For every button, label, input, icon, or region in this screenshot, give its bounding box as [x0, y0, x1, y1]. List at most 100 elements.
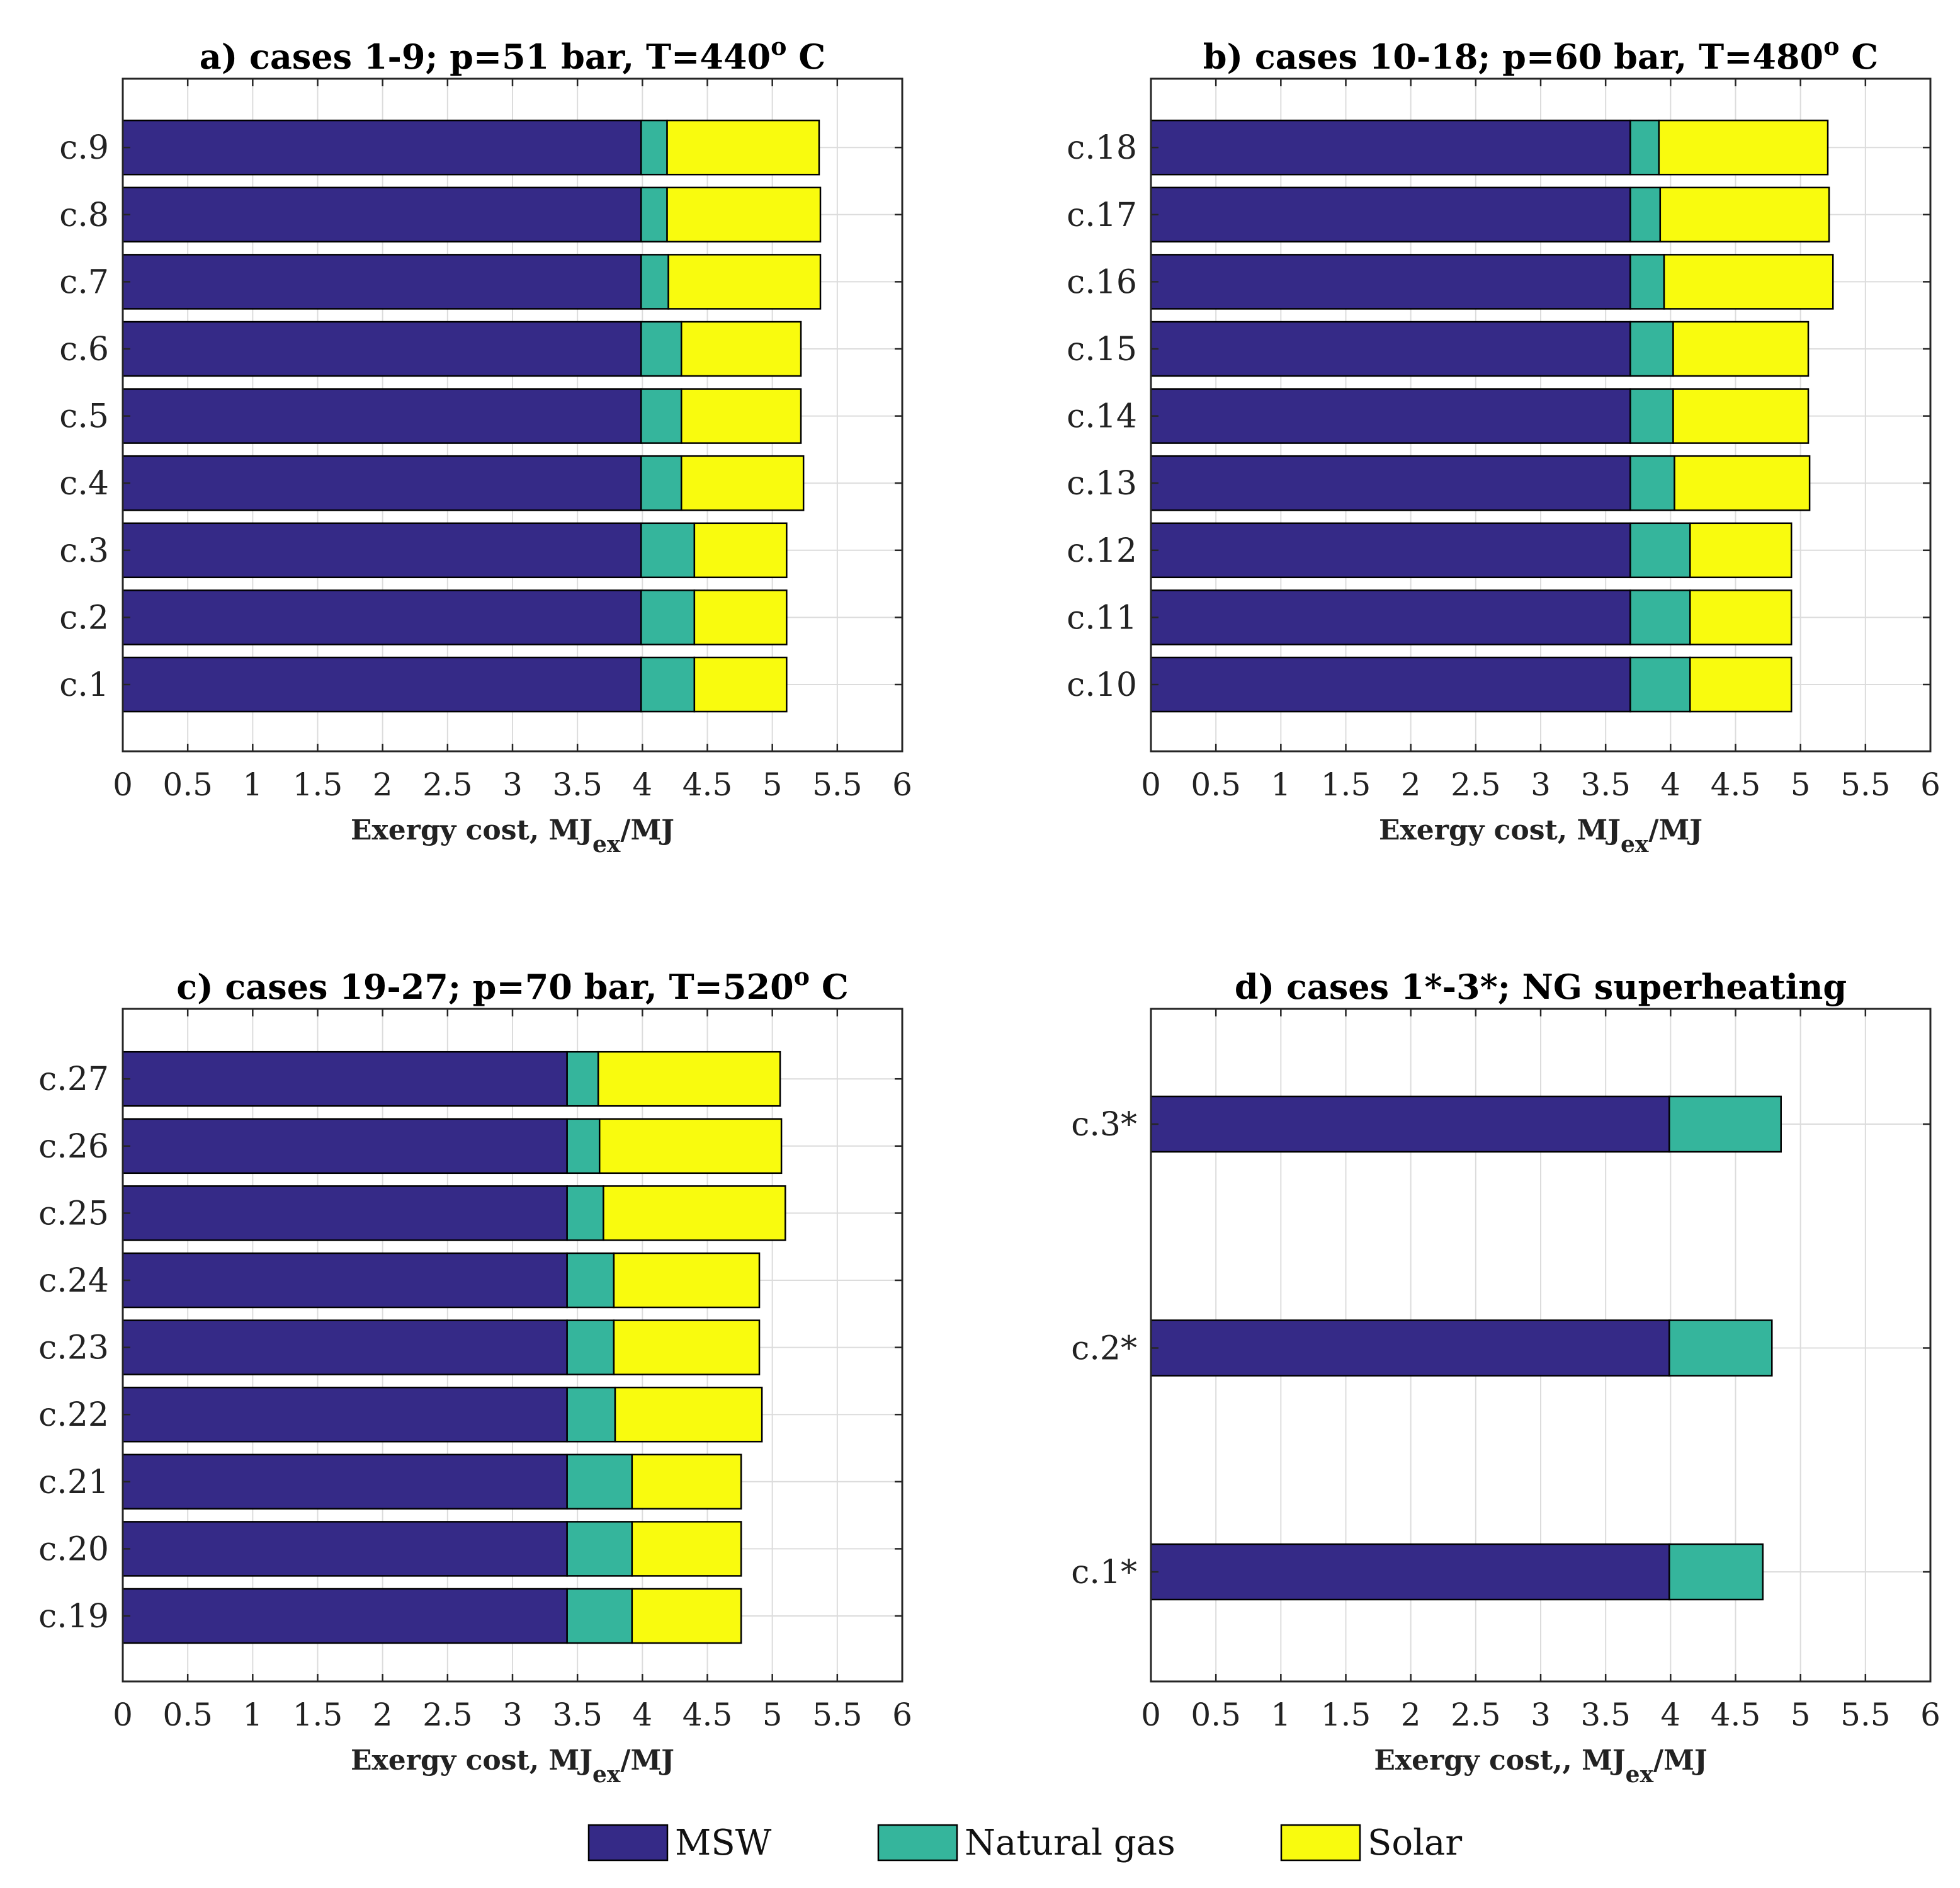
- y-category-label: c.4: [59, 465, 109, 503]
- x-tick-label: 2: [373, 766, 393, 803]
- bar-natural-gas-c.2: [640, 589, 696, 645]
- chart-panel-3: 0 0.5 1 1.5 2 2.5 3 3.5 4 4.5 5 5.5 6 c.19 c.20 c.21 c.2…: [38, 962, 912, 1788]
- bar-solar-c.24: [613, 1252, 761, 1309]
- x-tick-label: 3: [1531, 766, 1551, 803]
- y-category-label: c.19: [38, 1598, 109, 1635]
- x-tick-label: 2.5: [1451, 1697, 1501, 1733]
- bar-msw-c.6: [122, 321, 642, 377]
- x-tick-label: 4.5: [683, 766, 733, 803]
- x-tick-label: 6: [892, 766, 912, 803]
- chart-title: b) cases 10-18; p=60 bar, T=480o C: [1203, 32, 1878, 77]
- bar-msw-c.1*: [1150, 1543, 1670, 1601]
- y-category-label: c.20: [38, 1530, 109, 1568]
- legend-swatch: [1280, 1824, 1361, 1862]
- y-category-label: c.2: [59, 599, 109, 637]
- bar-natural-gas-c.20: [566, 1521, 633, 1577]
- x-tick-label: 0: [1141, 766, 1161, 803]
- bar-natural-gas-c.6: [640, 321, 683, 377]
- bar-msw-c.15: [1150, 321, 1631, 377]
- legend-label: Solar: [1368, 1823, 1462, 1863]
- bar-natural-gas-c.1*: [1668, 1543, 1764, 1601]
- bar-natural-gas-c.10: [1629, 656, 1691, 713]
- bar-natural-gas-c.7: [640, 254, 669, 310]
- y-category-label: c.25: [38, 1195, 109, 1232]
- y-category-label: c.13: [1067, 465, 1137, 503]
- bar-solar-c.18: [1658, 119, 1829, 176]
- bar-msw-c.16: [1150, 254, 1631, 310]
- bar-msw-c.11: [1150, 589, 1631, 645]
- x-tick-label: 0.5: [162, 766, 213, 803]
- x-tick-label: 3: [502, 1697, 523, 1733]
- bar-msw-c.13: [1150, 455, 1631, 511]
- bar-msw-c.21: [122, 1453, 568, 1510]
- x-tick-label: 2.5: [422, 766, 473, 803]
- bar-solar-c.8: [666, 186, 822, 243]
- bar-solar-c.17: [1659, 186, 1830, 243]
- x-tick-label: 5: [762, 766, 783, 803]
- y-category-label: c.3: [59, 532, 109, 570]
- bar-solar-c.27: [597, 1050, 781, 1107]
- x-tick-label: 2: [1401, 1697, 1421, 1733]
- x-tick-label: 3.5: [1580, 1697, 1631, 1733]
- x-tick-label: 5.5: [1840, 766, 1891, 803]
- y-category-label: c.7: [59, 263, 109, 301]
- bar-solar-c.14: [1672, 388, 1810, 444]
- bar-solar-c.9: [666, 119, 820, 176]
- x-axis-label: Exergy cost, MJex/MJ: [1379, 814, 1702, 858]
- x-tick-label: 2: [373, 1697, 393, 1733]
- bar-msw-c.22: [122, 1386, 568, 1443]
- x-tick-label: 2: [1401, 766, 1421, 803]
- bar-solar-c.26: [598, 1118, 783, 1174]
- x-tick-label: 3: [1531, 1697, 1551, 1733]
- x-tick-label: 6: [1920, 766, 1940, 803]
- y-category-label: c.10: [1067, 666, 1137, 704]
- bar-natural-gas-c.1: [640, 656, 696, 713]
- bar-msw-c.12: [1150, 522, 1631, 579]
- legend-item-solar: Solar: [1280, 1823, 1462, 1863]
- bar-msw-c.2: [122, 589, 642, 645]
- y-category-label: c.11: [1067, 599, 1137, 637]
- bar-msw-c.5: [122, 388, 642, 444]
- x-tick-label: 4: [1660, 766, 1680, 803]
- bar-msw-c.18: [1150, 119, 1631, 176]
- bar-msw-c.26: [122, 1118, 568, 1174]
- x-tick-label: 1: [1271, 766, 1291, 803]
- y-category-label: c.9: [59, 129, 109, 167]
- bar-natural-gas-c.26: [566, 1118, 601, 1174]
- chart-panel-1: 0 0.5 1 1.5 2 2.5 3 3.5 4 4.5 5 5.5 6 c.1 c.2 c.3 c.4 c.5…: [59, 32, 912, 858]
- x-tick-label: 3.5: [552, 766, 603, 803]
- bar-natural-gas-c.24: [566, 1252, 615, 1309]
- bar-natural-gas-c.5: [640, 388, 683, 444]
- bar-solar-c.19: [631, 1588, 742, 1644]
- y-category-label: c.3*: [1071, 1106, 1137, 1144]
- x-tick-label: 5.5: [812, 766, 863, 803]
- bar-solar-c.7: [667, 254, 822, 310]
- x-tick-label: 2.5: [1451, 766, 1501, 803]
- legend: MSW Natural gas Solar: [587, 1823, 1462, 1863]
- bar-natural-gas-c.3: [640, 522, 696, 579]
- bar-msw-c.20: [122, 1521, 568, 1577]
- y-category-label: c.26: [38, 1128, 109, 1166]
- x-tick-label: 3: [502, 766, 523, 803]
- bar-solar-c.3: [693, 522, 788, 579]
- legend-swatch: [877, 1824, 958, 1862]
- bar-msw-c.17: [1150, 186, 1631, 243]
- y-category-label: c.1*: [1071, 1554, 1137, 1591]
- bar-natural-gas-c.15: [1629, 321, 1674, 377]
- x-tick-label: 6: [892, 1697, 912, 1733]
- bar-natural-gas-c.16: [1629, 254, 1665, 310]
- bar-natural-gas-c.22: [566, 1386, 616, 1443]
- bar-msw-c.4: [122, 455, 642, 511]
- bar-msw-c.8: [122, 186, 642, 243]
- chart-panel-2: 0 0.5 1 1.5 2 2.5 3 3.5 4 4.5 5 5.5 6 c.10 c.11 c.12 c.1…: [1067, 32, 1940, 858]
- y-category-label: c.6: [59, 331, 109, 368]
- y-category-label: c.23: [38, 1329, 109, 1367]
- y-category-label: c.8: [59, 196, 109, 234]
- x-tick-label: 5: [1791, 1697, 1811, 1733]
- legend-item-natural-gas: Natural gas: [877, 1823, 1175, 1863]
- bar-solar-c.15: [1672, 321, 1810, 377]
- x-tick-label: 5.5: [1840, 1697, 1891, 1733]
- bar-msw-c.24: [122, 1252, 568, 1309]
- y-category-label: c.22: [38, 1396, 109, 1434]
- y-category-label: c.17: [1067, 196, 1137, 234]
